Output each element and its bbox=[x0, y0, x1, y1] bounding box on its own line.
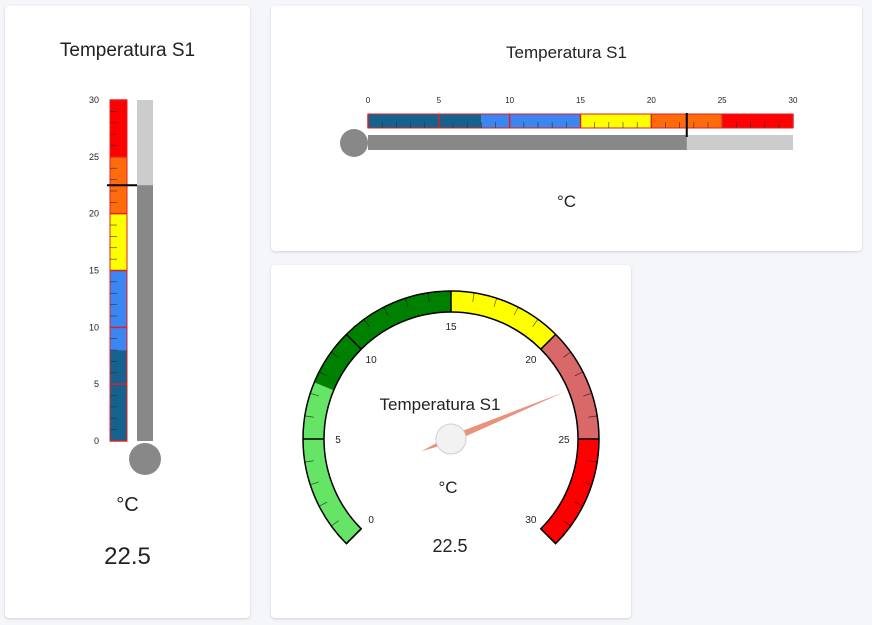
tick-label: 10 bbox=[505, 96, 514, 105]
thermometer-bulb bbox=[129, 443, 161, 475]
scale-band bbox=[580, 114, 652, 128]
gauge-band bbox=[314, 291, 451, 391]
minor-tick bbox=[383, 306, 389, 316]
minor-tick bbox=[513, 306, 519, 316]
minor-tick bbox=[318, 371, 328, 377]
minor-tick bbox=[574, 501, 584, 507]
tick-label: 30 bbox=[89, 95, 99, 105]
minor-tick bbox=[427, 292, 430, 302]
tick-label: 0 bbox=[366, 96, 371, 105]
tick-label: 25 bbox=[558, 435, 570, 446]
horizontal-thermometer-title: Temperatura S1 bbox=[506, 43, 627, 62]
tick-label: 10 bbox=[366, 355, 378, 366]
scale-band bbox=[110, 213, 127, 271]
vertical-thermometer-title: Temperatura S1 bbox=[59, 40, 196, 61]
tick-label: 30 bbox=[789, 96, 798, 105]
gauge-title: Temperatura S1 bbox=[379, 395, 501, 414]
minor-tick bbox=[310, 481, 319, 486]
gauge-card: 0 5 10 15 20 25 30 Temperatura S1 °C 22.5 bbox=[271, 265, 631, 618]
gauge-band bbox=[303, 382, 362, 544]
thermometer-fill bbox=[137, 185, 153, 441]
horizontal-thermometer-unit: °C bbox=[556, 192, 577, 211]
vertical-thermometer: 0 5 10 15 20 25 30 bbox=[89, 95, 161, 475]
minor-tick bbox=[304, 460, 314, 463]
minor-tick bbox=[363, 319, 370, 327]
tick-label: 0 bbox=[94, 436, 99, 446]
tick-label: 5 bbox=[94, 379, 99, 389]
minor-tick bbox=[331, 520, 339, 527]
scale-band bbox=[110, 270, 127, 351]
minor-tick bbox=[472, 292, 475, 302]
tick-label: 5 bbox=[437, 96, 442, 105]
minor-tick bbox=[563, 520, 571, 527]
tick-label: 25 bbox=[89, 152, 99, 162]
tick-label: 20 bbox=[89, 209, 99, 219]
vertical-thermometer-value: 22.5 bbox=[104, 543, 151, 570]
tick-label: 0 bbox=[368, 515, 374, 526]
major-tick bbox=[540, 528, 557, 545]
gauge-hub bbox=[435, 423, 467, 455]
gauge-value: 22.5 bbox=[432, 536, 468, 556]
minor-tick bbox=[563, 351, 571, 358]
gauge-unit: °C bbox=[438, 478, 458, 497]
vertical-thermometer-unit: °C bbox=[116, 494, 139, 516]
tick-label: 15 bbox=[89, 266, 99, 276]
tick-label: 15 bbox=[576, 96, 585, 105]
tick-label: 10 bbox=[89, 322, 99, 332]
minor-tick bbox=[304, 415, 314, 418]
tick-label: 25 bbox=[718, 96, 727, 105]
gauge: 0 5 10 15 20 25 30 bbox=[302, 290, 600, 545]
major-tick bbox=[345, 528, 362, 545]
tick-label: 20 bbox=[647, 96, 656, 105]
vertical-thermometer-card: Temperatura S1 0 5 10 15 20 25 30 °C 22.5 bbox=[5, 6, 250, 618]
tick-label: 30 bbox=[525, 515, 537, 526]
minor-tick bbox=[588, 415, 598, 418]
thermometer-bulb bbox=[340, 129, 368, 157]
tick-label: 15 bbox=[445, 322, 457, 333]
horizontal-thermometer-card: Temperatura S1 0 5 10 15 20 25 30 °C bbox=[271, 6, 862, 251]
gauge-band bbox=[540, 439, 599, 544]
thermometer-fill bbox=[368, 135, 687, 150]
minor-tick bbox=[310, 392, 319, 397]
tick-label: 20 bbox=[525, 355, 537, 366]
minor-tick bbox=[574, 371, 584, 377]
scale-band bbox=[481, 114, 581, 128]
horizontal-thermometer: 0 5 10 15 20 25 30 bbox=[340, 96, 798, 157]
major-tick bbox=[540, 333, 557, 350]
gauge-band bbox=[540, 334, 599, 439]
minor-tick bbox=[532, 319, 539, 327]
minor-tick bbox=[318, 501, 328, 507]
minor-tick bbox=[404, 298, 409, 307]
scale-band bbox=[722, 114, 793, 128]
minor-tick bbox=[493, 298, 498, 307]
minor-tick bbox=[331, 351, 339, 358]
minor-tick bbox=[583, 481, 592, 486]
tick-label: 5 bbox=[335, 435, 341, 446]
scale-band bbox=[110, 100, 127, 157]
major-tick bbox=[345, 333, 362, 350]
gauge-band bbox=[451, 291, 556, 350]
gauge-rim bbox=[302, 290, 600, 545]
minor-tick bbox=[588, 460, 598, 463]
minor-tick bbox=[583, 392, 592, 397]
